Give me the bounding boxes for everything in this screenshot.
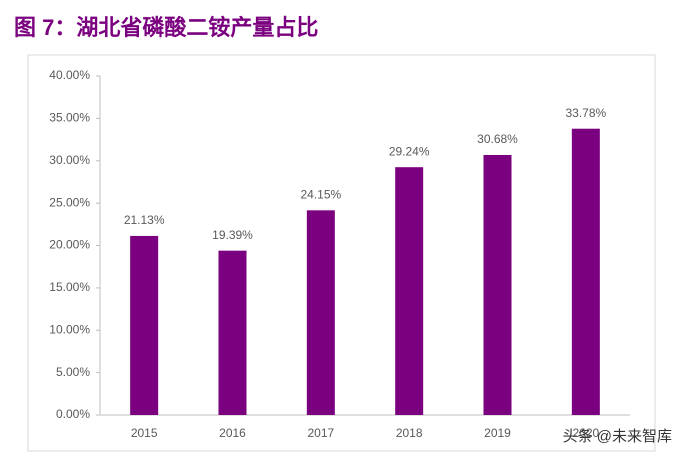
y-tick-label: 10.00%	[49, 322, 90, 336]
bar	[306, 210, 335, 415]
x-tick-label: 2020	[572, 426, 599, 440]
bar	[571, 128, 600, 416]
x-tick-label: 2019	[484, 426, 511, 440]
value-label: 19.39%	[212, 228, 253, 242]
value-label: 33.78%	[565, 106, 606, 120]
y-tick-label: 20.00%	[49, 238, 90, 252]
value-label: 30.68%	[477, 132, 518, 146]
value-label: 21.13%	[124, 213, 165, 227]
x-tick-label: 2016	[219, 426, 246, 440]
watermark: 头条 @未来智库	[563, 427, 672, 445]
y-tick-label: 15.00%	[49, 280, 90, 294]
x-tick-label: 2015	[131, 426, 158, 440]
value-label: 24.15%	[300, 188, 341, 202]
y-tick-label: 40.00%	[49, 68, 90, 82]
y-tick-label: 35.00%	[49, 111, 90, 125]
bar	[395, 167, 424, 415]
y-tick-label: 30.00%	[49, 153, 90, 167]
x-tick-label: 2018	[396, 426, 423, 440]
y-tick-label: 0.00%	[56, 407, 90, 421]
chart-frame	[27, 54, 656, 452]
chart-title: 图 7：湖北省磷酸二铵产量占比	[14, 15, 318, 40]
y-tick-label: 25.00%	[49, 195, 90, 209]
bar	[130, 235, 159, 415]
value-label: 29.24%	[389, 144, 430, 158]
bar	[218, 250, 247, 415]
bar	[483, 154, 512, 415]
x-tick-label: 2017	[307, 426, 334, 440]
y-tick-label: 5.00%	[56, 365, 90, 379]
